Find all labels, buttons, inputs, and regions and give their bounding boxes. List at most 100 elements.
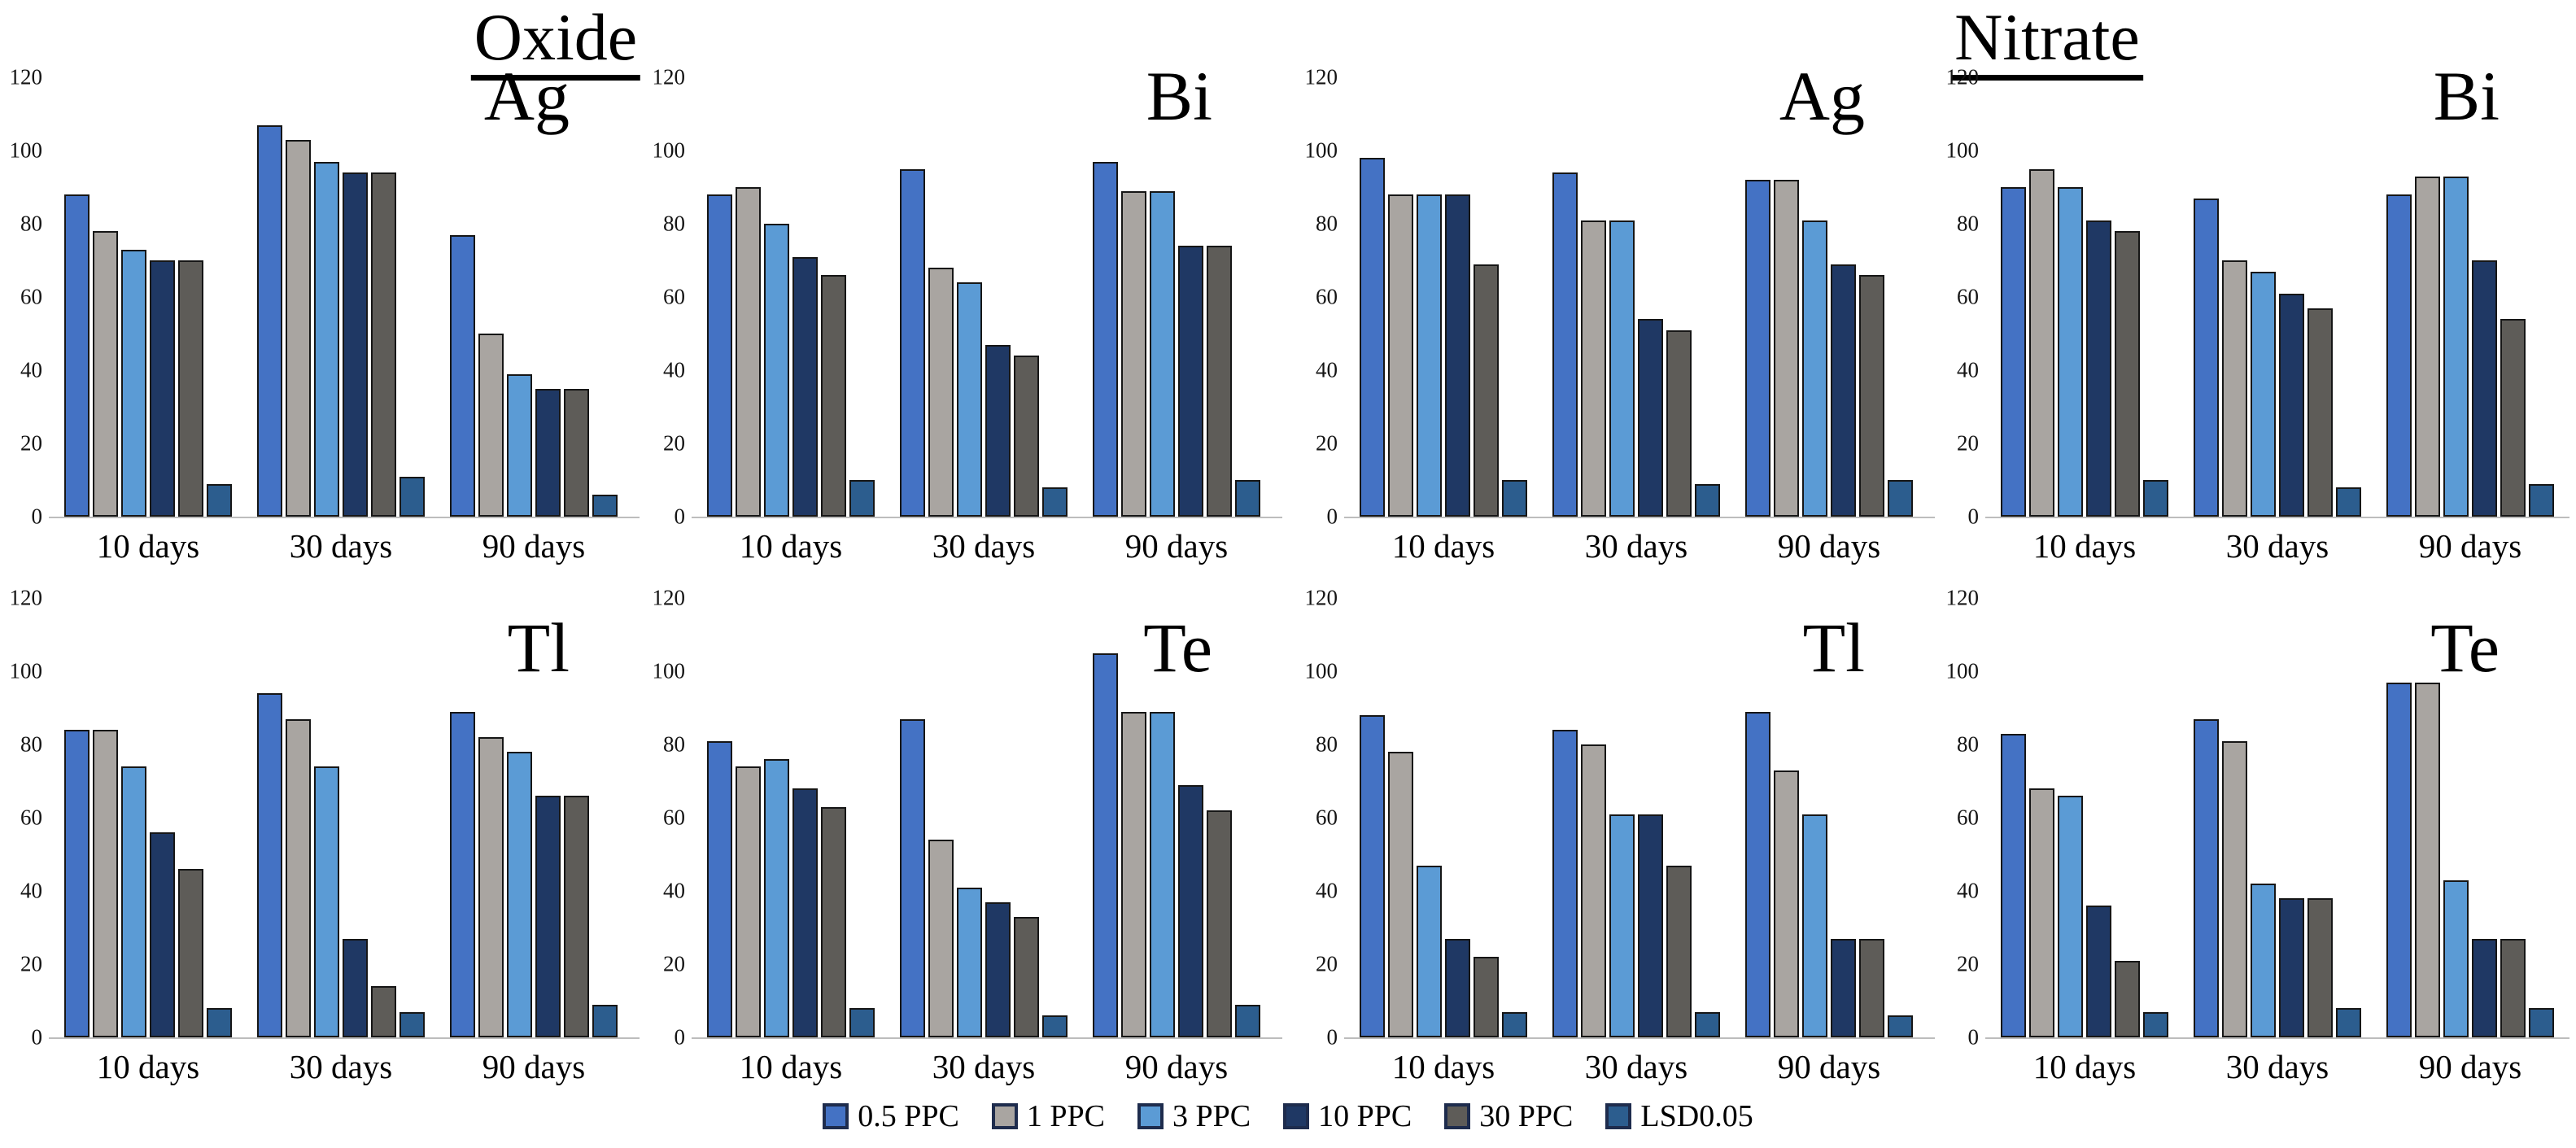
- bar-30-ppc: [371, 172, 396, 517]
- panel-element-label: Ag: [1779, 57, 1865, 135]
- panel-oxide-tl: 0 20 40 60 80 100 120 10 days 30 days 90 days Tl: [2, 565, 644, 1086]
- x-axis-category-label: 10 days: [96, 527, 200, 565]
- bar-1-ppc: [2222, 260, 2247, 517]
- x-axis-category-label: 30 days: [289, 527, 393, 565]
- y-axis-tick-label: 100: [9, 658, 43, 683]
- x-axis-line: [1344, 1037, 1935, 1039]
- panel-element-label: Ag: [483, 57, 570, 135]
- bar-05-ppc: [707, 741, 732, 1037]
- bar-10-ppc: [985, 902, 1011, 1037]
- bar-05-ppc: [450, 235, 475, 517]
- y-axis-tick-label: 40: [1957, 878, 1979, 903]
- x-axis-category-label: 30 days: [932, 527, 1036, 565]
- y-axis-tick-label: 100: [1945, 658, 1980, 683]
- y-axis-tick-label: 20: [1957, 430, 1979, 456]
- panel-nitrate-tl: 0 20 40 60 80 100 120 10 days 30 days 90 days Tl: [1297, 565, 1940, 1086]
- y-axis-tick-label: 100: [652, 137, 686, 163]
- bar-30-ppc: [1666, 330, 1692, 517]
- bar-30-ppc: [1666, 866, 1692, 1037]
- panel-element-label: Tl: [507, 609, 570, 687]
- y-axis-tick-label: 120: [9, 64, 43, 89]
- bar-1-ppc: [93, 231, 118, 517]
- bar-1-ppc: [286, 719, 311, 1037]
- bar-group-90-days: [1089, 598, 1264, 1037]
- bar-05-ppc: [2194, 719, 2219, 1037]
- x-axis-category-label: 10 days: [739, 527, 843, 565]
- y-axis-tick-label: 60: [1957, 805, 1979, 830]
- bar-30-ppc: [1014, 917, 1039, 1037]
- y-axis-tick-label: 120: [9, 585, 43, 610]
- panel-element-label: Bi: [1146, 57, 1212, 135]
- panel-nitrate-ag: 0 20 40 60 80 100 120 10 days 30 days 90 days Ag: [1297, 45, 1940, 565]
- bar-lsd005: [2529, 484, 2554, 517]
- y-axis-tick-label: 80: [663, 731, 685, 757]
- y-axis-tick-label: 80: [663, 211, 685, 236]
- legend-label: 3 PPC: [1172, 1099, 1251, 1133]
- bar-05-ppc: [2386, 683, 2412, 1037]
- bar-group-10-days: [703, 77, 879, 517]
- bar-30-ppc: [2307, 308, 2333, 517]
- bar-1-ppc: [1388, 194, 1413, 517]
- bar-3-ppc: [1802, 220, 1827, 517]
- bar-10-ppc: [535, 796, 561, 1037]
- x-axis-category-label: 30 days: [1584, 1048, 1688, 1085]
- x-axis-line: [1985, 517, 2569, 518]
- y-axis-tick-label: 100: [652, 658, 686, 683]
- bar-3-ppc: [2251, 272, 2276, 517]
- bar-10-ppc: [1638, 319, 1663, 517]
- y-axis-tick-label: 0: [1326, 1024, 1338, 1050]
- bar-3-ppc: [507, 374, 532, 517]
- bar-3-ppc: [957, 282, 982, 517]
- y-axis-tick-label: 120: [652, 585, 686, 610]
- chart-legend: 0.5 PPC 1 PPC 3 PPC 10 PPC 30 PPC LSD0.05: [0, 1091, 2576, 1141]
- bar-05-ppc: [2001, 734, 2026, 1037]
- y-axis-tick-label: 20: [1316, 951, 1338, 976]
- y-axis-tick-label: 80: [20, 211, 42, 236]
- legend-item-lsd005: LSD0.05: [1605, 1101, 1753, 1132]
- bar-10-ppc: [343, 939, 368, 1037]
- bar-30-ppc: [178, 869, 203, 1037]
- panel-element-label: Te: [1143, 609, 1212, 687]
- bar-30-ppc: [2307, 898, 2333, 1037]
- y-axis-tick-label: 80: [1316, 731, 1338, 757]
- bar-30-ppc: [1474, 264, 1499, 517]
- legend-swatch-1-ppc: [991, 1103, 1018, 1129]
- bar-lsd005: [2336, 487, 2361, 517]
- bar-1-ppc: [928, 268, 954, 517]
- figure-title-nitrate: Nitrate: [1951, 0, 2143, 81]
- bar-3-ppc: [1802, 814, 1827, 1037]
- legend-swatch-lsd005: [1605, 1103, 1632, 1129]
- x-axis-category-label: 10 days: [2032, 527, 2137, 565]
- bar-1-ppc: [478, 737, 504, 1037]
- bar-30-ppc: [2115, 961, 2140, 1037]
- y-axis-tick-label: 100: [1945, 137, 1980, 163]
- bar-group-90-days: [2382, 77, 2558, 517]
- bar-05-ppc: [1093, 162, 1118, 517]
- legend-swatch-30-ppc: [1444, 1103, 1471, 1129]
- bar-group-90-days: [1741, 598, 1917, 1037]
- x-axis-line: [49, 517, 640, 518]
- bar-3-ppc: [1150, 191, 1175, 517]
- y-axis-tick-label: 100: [1304, 137, 1338, 163]
- x-axis-category-label: 10 days: [1391, 527, 1495, 565]
- y-axis-tick-label: 20: [1316, 430, 1338, 456]
- y-axis-tick-label: 0: [31, 504, 43, 529]
- bar-05-ppc: [1745, 712, 1770, 1037]
- bar-30-ppc: [1207, 810, 1232, 1037]
- bar-3-ppc: [507, 752, 532, 1037]
- bar-lsd005: [2336, 1008, 2361, 1037]
- bar-10-ppc: [150, 260, 175, 517]
- bar-30-ppc: [2115, 231, 2140, 517]
- y-axis-tick-label: 20: [663, 430, 685, 456]
- bar-3-ppc: [1150, 712, 1175, 1037]
- bar-1-ppc: [2222, 741, 2247, 1037]
- y-axis-tick-label: 40: [663, 878, 685, 903]
- x-axis-category-label: 90 days: [482, 1048, 586, 1085]
- bar-05-ppc: [1745, 180, 1770, 517]
- bar-30-ppc: [1859, 939, 1884, 1037]
- x-axis-category-label: 90 days: [2418, 1048, 2522, 1085]
- bar-1-ppc: [928, 840, 954, 1037]
- y-axis-tick-label: 0: [1967, 504, 1980, 529]
- bar-30-ppc: [1014, 356, 1039, 517]
- bar-group-30-days: [253, 598, 429, 1037]
